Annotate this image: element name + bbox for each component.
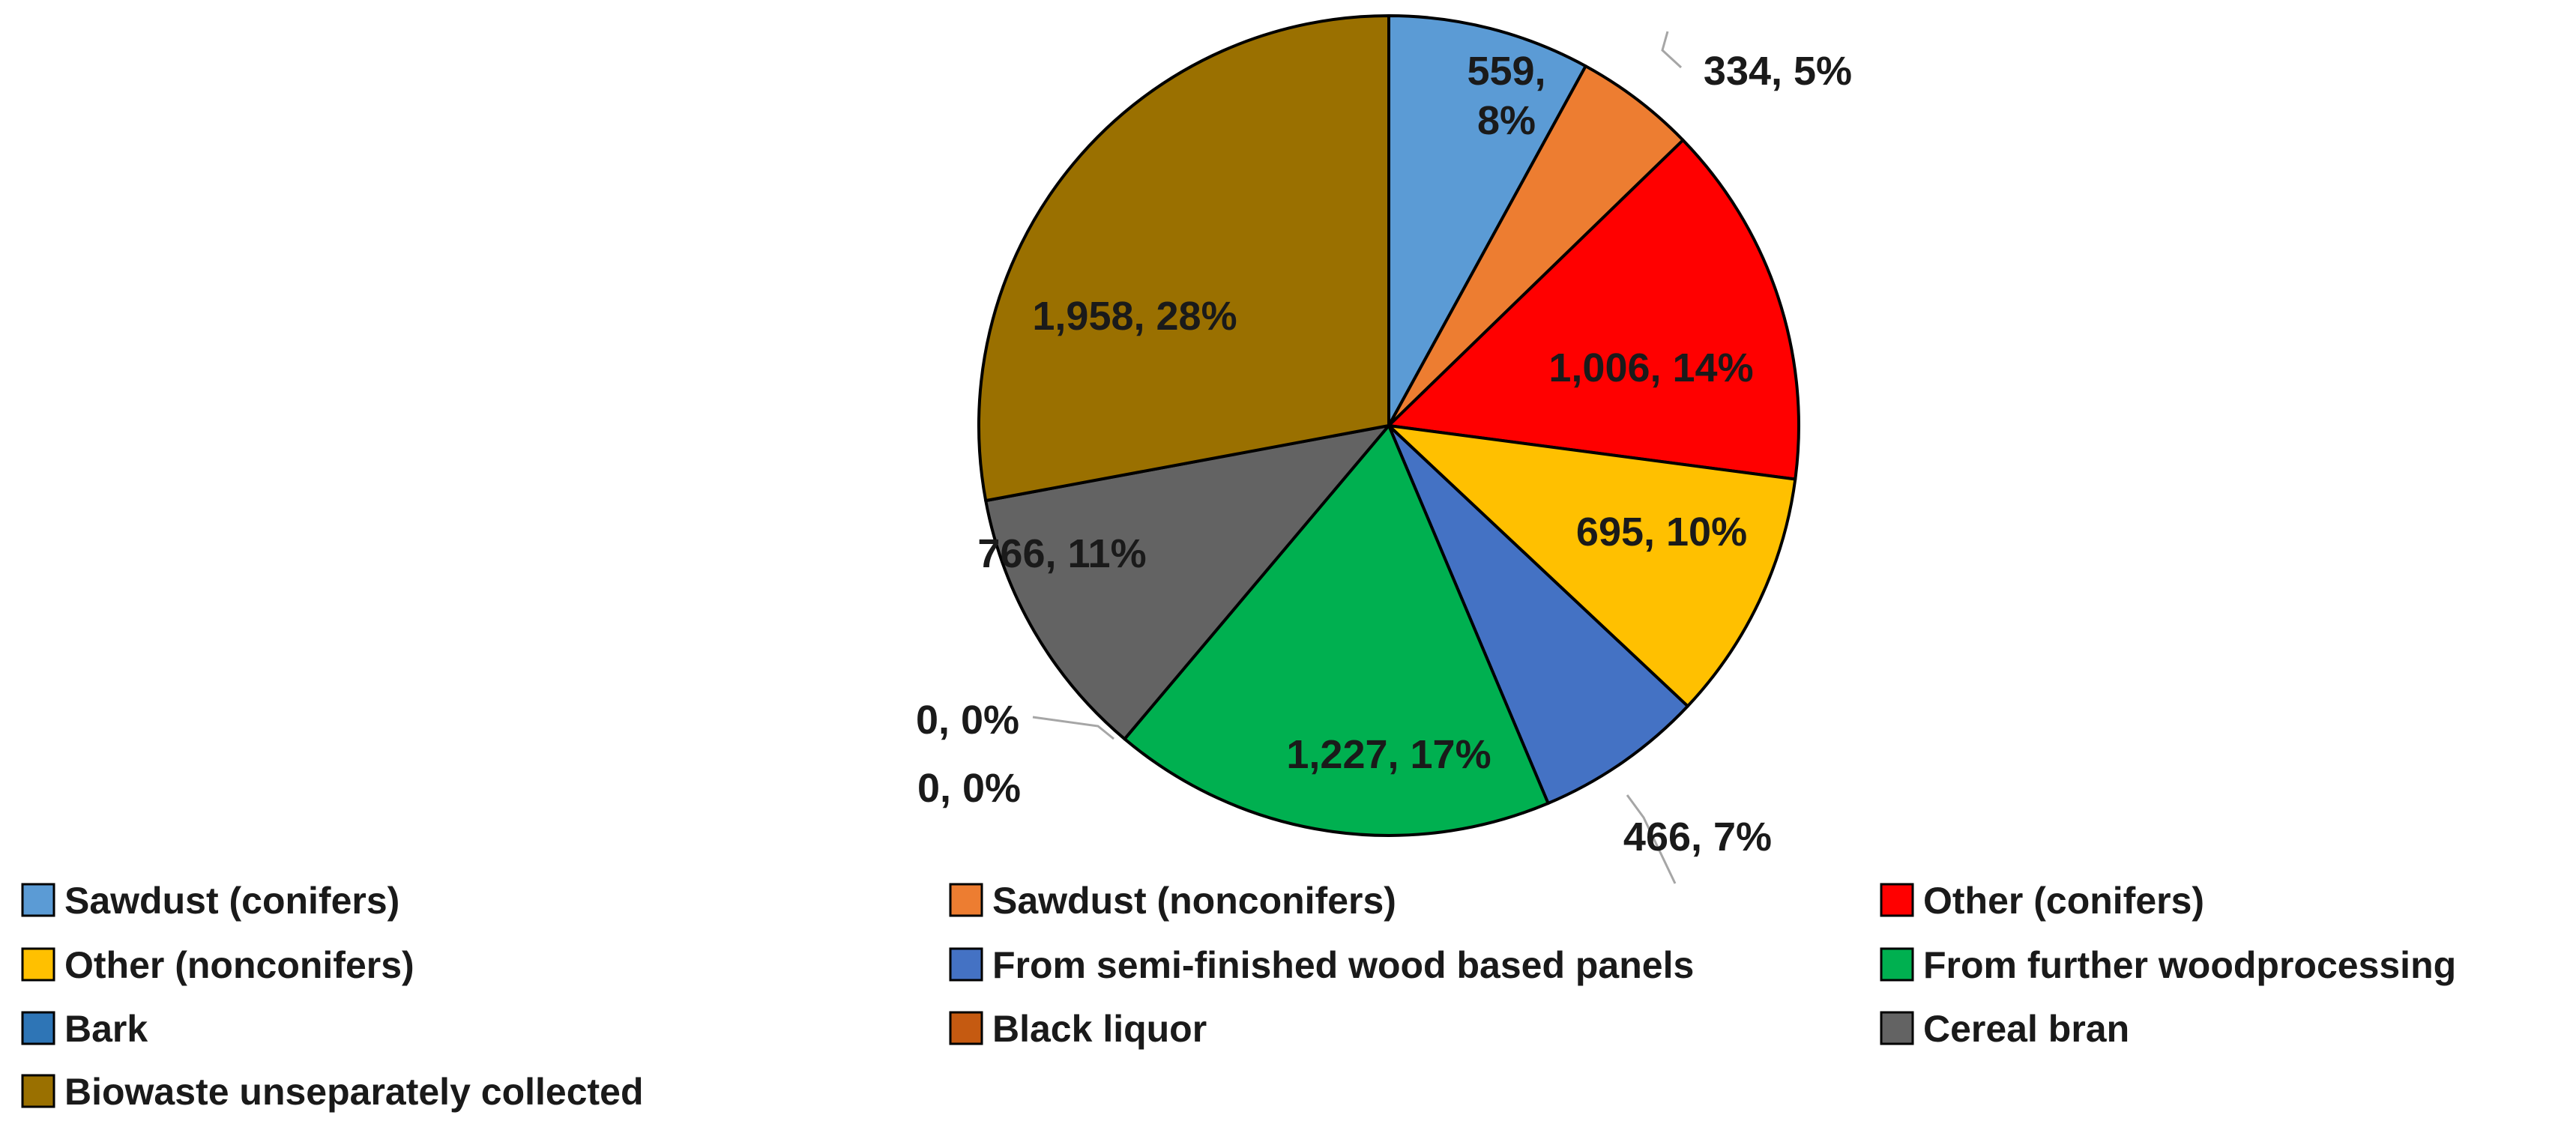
data-label-sawdust-nonconifers: 334, 5%: [1704, 49, 1852, 94]
slice-sawdust-conifers: [1387, 14, 1587, 427]
data-label-from-further-woodprocessing: 1,227, 17%: [1286, 732, 1491, 777]
data-label-sawdust-conifers: 559, 8%: [1467, 49, 1545, 143]
legend-label-other-conifers: Other (conifers): [1923, 880, 2204, 922]
data-label-from-semi-finished-wood-based-panels: 466, 7%: [1623, 815, 1772, 859]
slice-from-semi-finished-wood-based-panels: [1387, 424, 1689, 805]
legend-label-black-liquor: Black liquor: [992, 1008, 1207, 1050]
legend-swatch-bark: [21, 1011, 55, 1045]
legend-swatch-other-conifers: [1880, 883, 1914, 917]
leader-line-bark: [1032, 716, 1114, 740]
slice-other-nonconifers: [1387, 424, 1797, 708]
legend-swatch-sawdust-nonconifers: [949, 883, 983, 917]
legend-label-bark: Bark: [64, 1008, 148, 1050]
slice-other-conifers: [1387, 139, 1800, 481]
slice-from-further-woodprocessing: [1123, 424, 1550, 837]
leader-lines: [1032, 31, 1683, 884]
data-labels: 559, 8% 334, 5% 1,006, 14% 695, 10% 466, 7% 1,…: [916, 49, 1852, 859]
legend-label-sawdust-nonconifers: Sawdust (nonconifers): [992, 880, 1396, 922]
data-label-other-conifers: 1,006, 14%: [1548, 345, 1753, 390]
legend-swatch-other-nonconifers: [21, 947, 55, 982]
slice-biowaste-unseparately-collected: [977, 14, 1390, 503]
legend-swatch-from-further-woodprocessing: [1880, 947, 1914, 982]
data-label-biowaste-unseparately-collected: 1,958, 28%: [1032, 294, 1237, 339]
leader-line-from-semi-finished-wood-based-panels: [1626, 794, 1677, 884]
legend-label-sawdust-conifers: Sawdust (conifers): [64, 880, 399, 922]
leader-line-sawdust-nonconifers: [1661, 31, 1683, 69]
data-label-black-liquor: 0, 0%: [917, 766, 1021, 811]
slice-sawdust-nonconifers: [1387, 64, 1685, 427]
data-label-cereal-bran: 766, 11%: [977, 531, 1146, 576]
legend-swatch-from-semi-finished-wood-based-panels: [949, 947, 983, 982]
legend-label-from-further-woodprocessing: From further woodprocessing: [1923, 944, 2456, 986]
legend-label-biowaste-unseparately-collected: Biowaste unseparately collected: [64, 1071, 644, 1113]
slice-cereal-bran: [984, 424, 1390, 741]
legend-swatch-cereal-bran: [1880, 1011, 1914, 1045]
legend-label-other-nonconifers: Other (nonconifers): [64, 944, 414, 986]
data-label-bark: 0, 0%: [916, 698, 1019, 743]
legend-label-cereal-bran: Cereal bran: [1923, 1008, 2129, 1050]
legend-swatch-black-liquor: [949, 1011, 983, 1045]
legend-swatch-biowaste-unseparately-collected: [21, 1074, 55, 1108]
legend-swatch-sawdust-conifers: [21, 883, 55, 917]
pie-slices: [977, 14, 1800, 837]
legend: Sawdust (conifers) Sawdust (nonconifers) O…: [21, 880, 2456, 1113]
data-label-other-nonconifers: 695, 10%: [1576, 510, 1747, 555]
legend-label-from-semi-finished-wood-based-panels: From semi-finished wood based panels: [992, 944, 1694, 986]
